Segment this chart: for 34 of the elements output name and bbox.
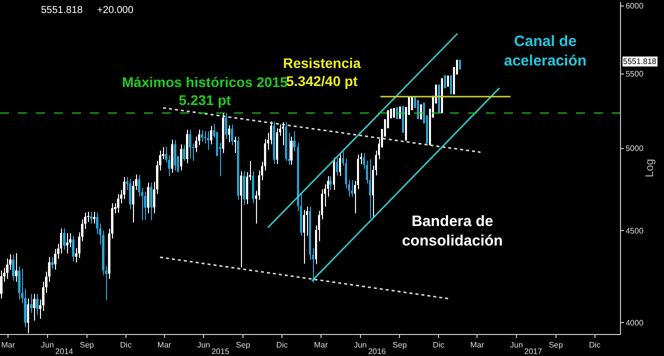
x-tick-label: Jun [354, 340, 367, 350]
candlestick [393, 108, 395, 118]
y-tick-label: 6000 [626, 2, 644, 11]
y-axis-title: Log [644, 158, 656, 178]
ref-line-label: Máximos históricos 2015 5.231 pt [122, 74, 288, 108]
x-tick-label: Dic [588, 340, 601, 350]
y-tick-label: 4000 [626, 318, 644, 328]
x-tick-label: Mar [314, 340, 328, 350]
candlestick [444, 75, 446, 88]
annotation: Canal de aceleración [504, 33, 587, 70]
x-tick-label: Mar [470, 340, 484, 350]
y-tick-label: 5500 [626, 70, 644, 79]
x-tick-label: Mar [1, 340, 16, 350]
annotation: Bandera de consolidación [402, 213, 503, 250]
x2-tick-label: 2017 [524, 347, 543, 356]
x-tick-label: Dic [120, 340, 132, 350]
x2-tick-label: 2014 [55, 347, 74, 356]
y-tick-label: 5000 [626, 144, 644, 154]
x-tick-label: Jun [197, 340, 210, 350]
x-tick-label: Sep [392, 340, 408, 350]
text: 5551.818 [623, 57, 657, 66]
x-tick-label: Mar [157, 340, 172, 350]
y-tick-label: 4500 [626, 226, 644, 236]
x-tick-label: Sep [80, 340, 95, 350]
x-tick-label: Sep [236, 340, 251, 350]
x-tick-label: Sep [548, 340, 564, 350]
x-tick-label: Dic [432, 340, 444, 350]
x2-tick-label: 2015 [211, 347, 230, 356]
x2-tick-label: 2016 [368, 347, 386, 356]
annotation: +20.000 [97, 5, 134, 16]
x-tick-label: Dic [276, 340, 288, 350]
x-tick-label: Jun [41, 340, 54, 350]
annotation: 5551.818 [41, 5, 84, 16]
x-tick-label: Jun [510, 340, 523, 350]
